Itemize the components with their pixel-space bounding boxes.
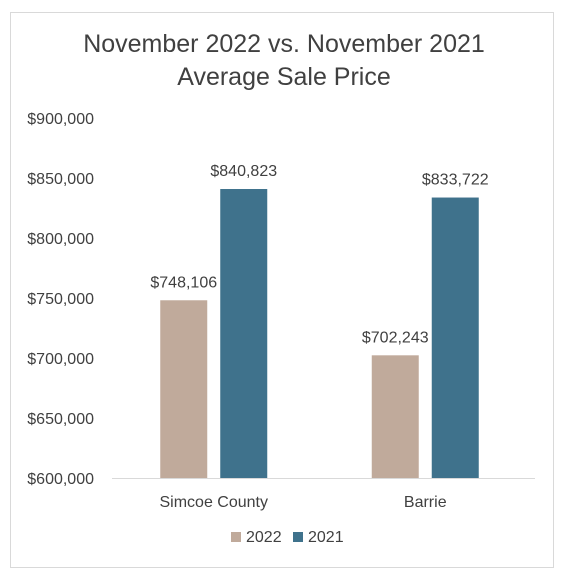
legend-swatch-2022 [231,532,241,542]
data-label: $748,106 [150,274,217,291]
legend-label-2021: 2021 [308,529,344,546]
y-tick-label: $800,000 [27,231,94,248]
data-label: $833,722 [422,172,489,189]
y-tick-label: $700,000 [27,351,94,368]
y-tick-label: $750,000 [27,291,94,308]
data-label: $702,243 [362,329,429,346]
chart-title-line-2: Average Sale Price [177,63,391,91]
y-tick-label: $850,000 [27,171,94,188]
legend-label-2022: 2022 [246,529,282,546]
y-tick-label: $600,000 [27,471,94,488]
x-axis-categories: Simcoe County Barrie [160,494,447,511]
x-category-label: Simcoe County [160,494,269,511]
y-tick-label: $650,000 [27,411,94,428]
bar-2022-simcoe-county [160,300,208,478]
bar-2021-simcoe-county [220,189,268,479]
bar-2022-barrie [371,355,419,478]
legend: 2022 2021 [231,529,344,546]
data-label: $840,823 [210,163,277,180]
legend-swatch-2021 [293,532,303,542]
y-axis: $900,000 $850,000 $800,000 $750,000 $700,000… [27,111,94,488]
bars-group: $748,106 $840,823 $702,243 $833,722 [150,163,489,479]
x-category-label: Barrie [404,494,447,511]
bar-2021-barrie [431,197,479,478]
chart-title-line-1: November 2022 vs. November 2021 [83,30,485,58]
y-tick-label: $900,000 [27,111,94,128]
